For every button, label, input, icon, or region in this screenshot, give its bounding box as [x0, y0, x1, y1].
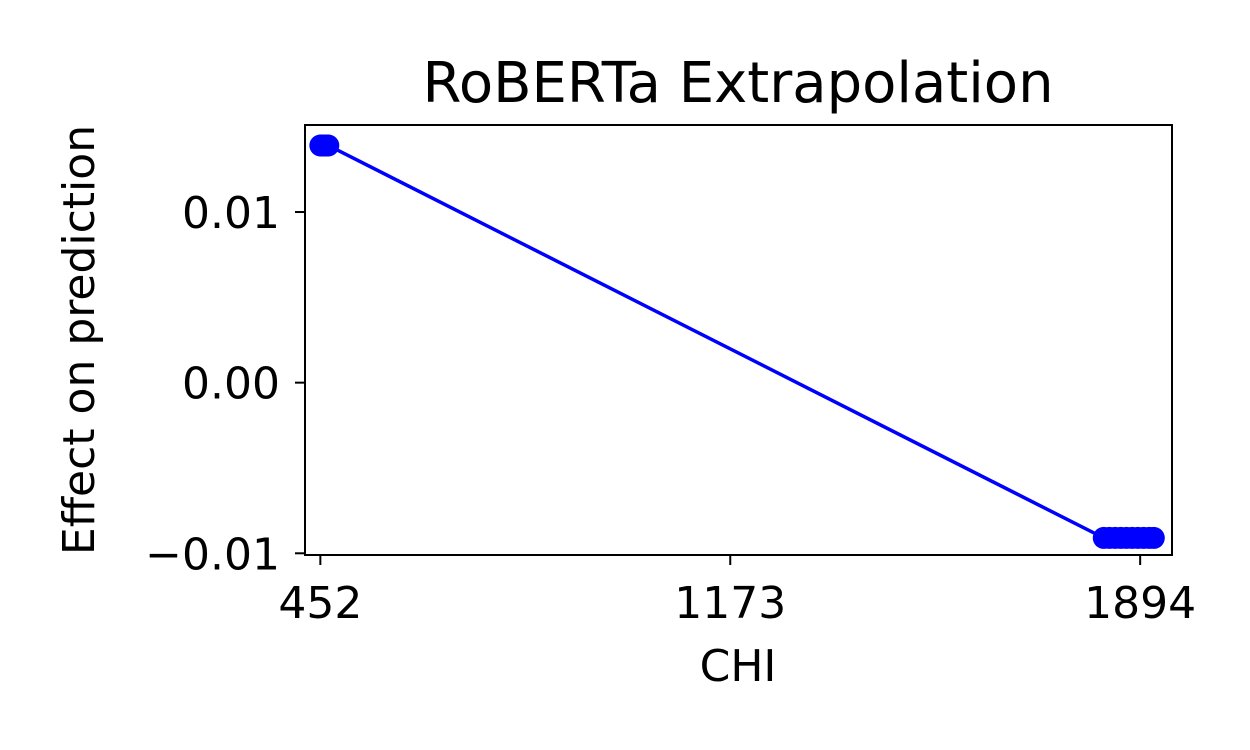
- x-tick-label: 452: [278, 578, 362, 629]
- y-axis-ticks: −0.01 0.00 0.01: [145, 188, 305, 580]
- series-layer: [309, 134, 1165, 549]
- data-point: [317, 134, 340, 157]
- x-tick-label: 1173: [674, 578, 786, 629]
- x-axis-ticks: 452 1173 1894: [278, 555, 1196, 629]
- data-point: [1142, 526, 1165, 549]
- x-tick-label: 1894: [1084, 578, 1196, 629]
- y-tick-label: 0.00: [182, 359, 280, 410]
- y-axis-label: Effect on prediction: [54, 125, 105, 555]
- plot-area-frame: [304, 124, 1173, 556]
- chart-title: RoBERTa Extrapolation: [422, 51, 1053, 116]
- x-axis-label: CHI: [700, 641, 777, 692]
- y-tick-label: −0.01: [145, 529, 280, 580]
- y-tick-label: 0.01: [182, 188, 280, 239]
